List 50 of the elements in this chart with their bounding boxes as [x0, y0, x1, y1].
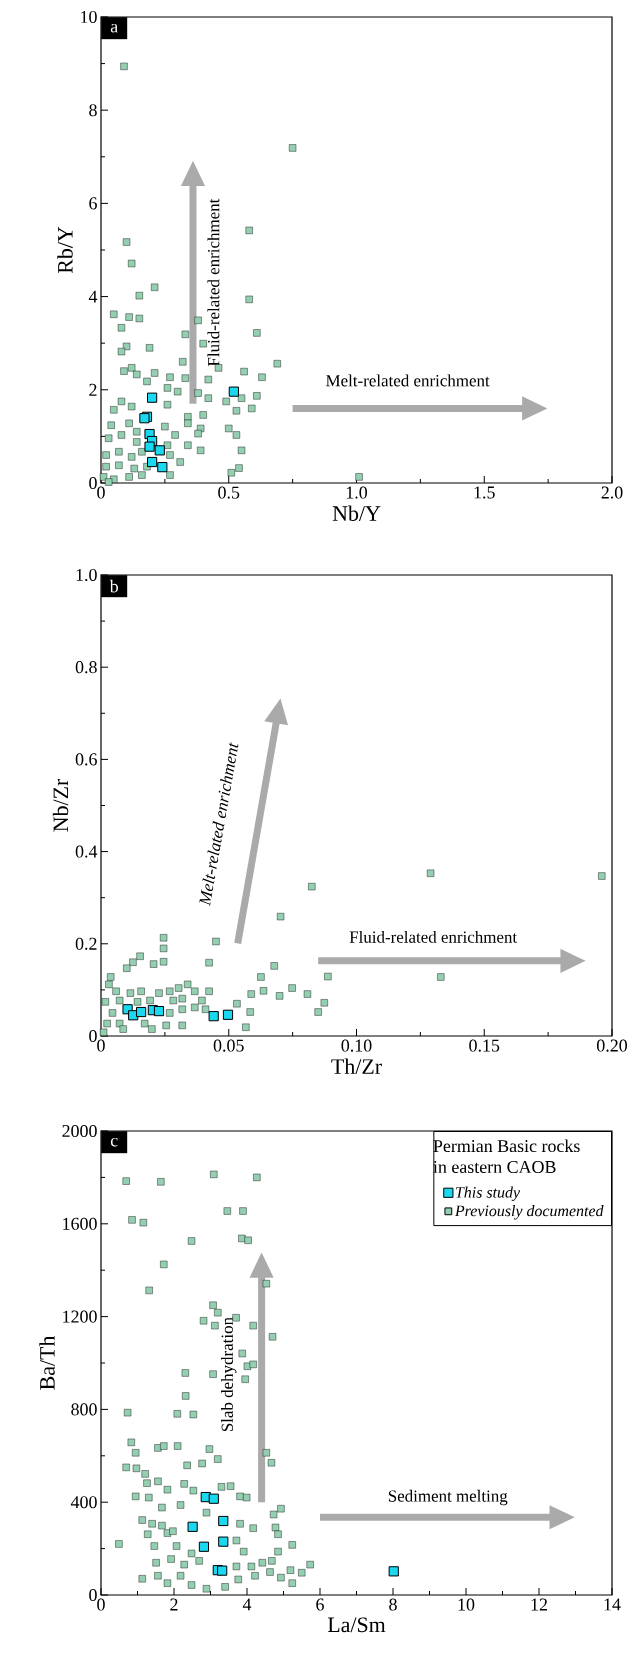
annotation: Fluid-related enrichment	[207, 198, 220, 367]
x-tick-label: 4	[242, 1598, 252, 1611]
y-tick-label: 10	[81, 10, 97, 24]
x-tick-label: 14	[604, 1598, 621, 1611]
x-tick-label: 0.15	[469, 1039, 500, 1052]
y-axis-title: Nb/Zr	[52, 778, 69, 832]
annotation: Slab dehydration	[221, 1317, 237, 1432]
y-tick-label: 0	[89, 476, 97, 490]
x-tick-label: 6	[316, 1598, 324, 1611]
annotation: Melt-related enrichment	[199, 742, 239, 907]
y-tick-label: 0.8	[75, 661, 97, 674]
x-tick-label: 8	[389, 1598, 397, 1611]
y-tick-label: 0.6	[75, 753, 97, 766]
y-tick-label: 1200	[63, 1310, 97, 1323]
legend-label: Previously documented	[454, 1205, 604, 1220]
x-tick-label: 1.5	[474, 486, 495, 499]
x-tick-label: 0.10	[341, 1039, 372, 1052]
chart-title: b	[109, 579, 118, 593]
y-tick-label: 0.2	[75, 937, 97, 950]
y-tick-label: 0	[89, 1588, 97, 1602]
legend-label: This study	[455, 1186, 521, 1202]
y-tick-label: 1.0	[76, 568, 97, 582]
x-tick-label: 10	[458, 1598, 475, 1611]
chart-title: c	[110, 1137, 118, 1147]
x-tick-label: 2	[170, 1598, 178, 1611]
x-tick-label: 2.0	[601, 486, 623, 499]
y-axis-title: Rb/Y	[57, 226, 73, 274]
y-tick-label: 400	[70, 1496, 97, 1509]
y-tick-label: 6	[89, 197, 97, 210]
y-tick-label: 4	[88, 290, 98, 303]
x-axis-title: Nb/Y	[332, 505, 381, 521]
x-tick-label: 0.20	[597, 1039, 628, 1052]
y-tick-label: 800	[71, 1403, 97, 1416]
y-axis-title: Ba/Th	[39, 1335, 55, 1390]
y-tick-label: 1600	[63, 1217, 97, 1230]
annotation: Sediment melting	[388, 1489, 508, 1506]
x-tick-label: 0.05	[213, 1039, 244, 1052]
y-tick-label: 2000	[62, 1124, 97, 1138]
chart-title: a	[110, 23, 118, 33]
y-tick-label: 0	[89, 1029, 97, 1043]
annotation: Melt-related enrichment	[326, 374, 490, 387]
y-tick-label: 0.4	[75, 845, 98, 858]
x-axis-title: La/Sm	[327, 1617, 386, 1633]
x-tick-label: 12	[531, 1598, 547, 1611]
y-tick-label: 8	[89, 104, 97, 117]
x-tick-label: 1.0	[346, 486, 368, 499]
x-axis-title: Th/Zr	[331, 1058, 382, 1074]
annotation: Fluid-related enrichment	[349, 930, 518, 943]
x-tick-label: 0.5	[218, 486, 240, 499]
y-tick-label: 2	[89, 383, 97, 396]
